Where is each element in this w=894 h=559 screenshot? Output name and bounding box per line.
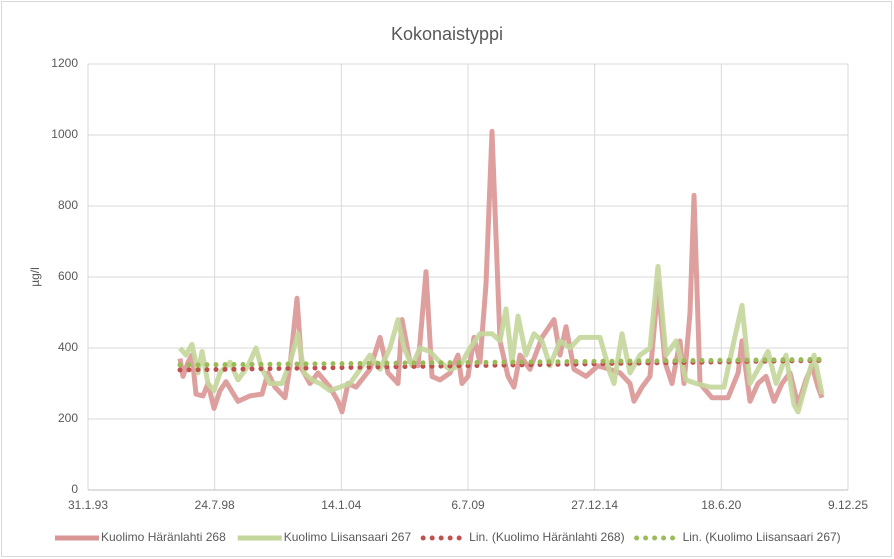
x-tick-label: 31.1.93 [68, 498, 108, 512]
data-line [177, 128, 825, 415]
y-axis-label: µg/l [28, 267, 42, 287]
legend-label: Lin. (Kuolimo Häränlahti 268) [469, 530, 624, 544]
legend-label: Kuolimo Häränlahti 268 [101, 530, 226, 544]
x-tick-label: 24.7.98 [195, 498, 235, 512]
y-tick-label: 800 [58, 198, 78, 212]
y-tick-label: 1200 [51, 56, 78, 70]
legend-label: Kuolimo Liisansaari 267 [284, 530, 412, 544]
legend-label: Lin. (Kuolimo Liisansaari 267) [683, 530, 841, 544]
data-line [178, 263, 825, 415]
y-tick-label: 600 [58, 269, 78, 283]
y-tick-label: 0 [71, 482, 78, 496]
trend-line [177, 356, 825, 368]
y-tick-label: 200 [58, 411, 78, 425]
x-tick-label: 6.7.09 [451, 498, 485, 512]
x-tick-label: 18.6.20 [701, 498, 741, 512]
x-tick-label: 14.1.04 [321, 498, 361, 512]
chart-title: Kokonaistyppi [391, 24, 503, 44]
trend-line [177, 357, 825, 373]
y-tick-label: 400 [58, 340, 78, 354]
x-tick-label: 27.12.14 [571, 498, 618, 512]
x-tick-label: 9.12.25 [828, 498, 868, 512]
y-tick-label: 1000 [51, 127, 78, 141]
